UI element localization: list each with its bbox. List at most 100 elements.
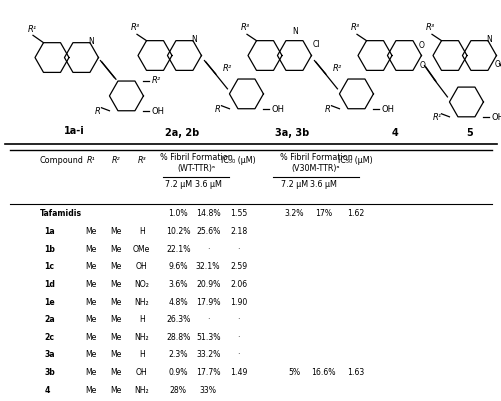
- Text: 14.8%: 14.8%: [195, 209, 220, 219]
- Text: 4: 4: [391, 128, 397, 138]
- Text: 0.9%: 0.9%: [168, 368, 187, 377]
- Text: Tafamidis: Tafamidis: [40, 209, 82, 219]
- Text: 20.9%: 20.9%: [195, 280, 220, 289]
- Text: R³: R³: [424, 23, 434, 32]
- Text: 5%: 5%: [288, 368, 300, 377]
- Text: R²: R²: [332, 64, 341, 73]
- Text: 1.62: 1.62: [346, 209, 363, 219]
- Text: IC₅₀ (μM): IC₅₀ (μM): [337, 156, 372, 165]
- Text: OH: OH: [271, 105, 284, 113]
- Text: 3b: 3b: [44, 368, 55, 377]
- Text: R³: R³: [350, 23, 359, 32]
- Text: Me: Me: [85, 368, 97, 377]
- Text: R³: R³: [137, 156, 146, 165]
- Text: NH₂: NH₂: [134, 386, 149, 395]
- Text: 1.55: 1.55: [229, 209, 247, 219]
- Text: O: O: [417, 41, 423, 51]
- Text: ·: ·: [237, 350, 239, 359]
- Text: Me: Me: [85, 298, 97, 306]
- Text: ·: ·: [206, 245, 209, 254]
- Text: 17.7%: 17.7%: [195, 368, 220, 377]
- Text: R¹: R¹: [87, 156, 95, 165]
- Text: 1.0%: 1.0%: [168, 209, 188, 219]
- Text: OH: OH: [381, 105, 394, 113]
- Text: % Fibril Formation: % Fibril Formation: [279, 153, 352, 162]
- Text: R²: R²: [111, 156, 120, 165]
- Text: 1a: 1a: [44, 227, 55, 236]
- Text: NO₂: NO₂: [134, 280, 149, 289]
- Text: 2.3%: 2.3%: [168, 350, 187, 359]
- Text: Me: Me: [110, 245, 121, 254]
- Text: Me: Me: [85, 333, 97, 342]
- Text: 1.63: 1.63: [346, 368, 363, 377]
- Text: 2.18: 2.18: [229, 227, 247, 236]
- Text: 28.8%: 28.8%: [166, 333, 190, 342]
- Text: 1d: 1d: [44, 280, 55, 289]
- Text: N: N: [88, 37, 94, 46]
- Text: R³: R³: [240, 23, 249, 32]
- Text: R¹: R¹: [432, 113, 441, 122]
- Text: 9.6%: 9.6%: [168, 262, 187, 271]
- Text: Me: Me: [110, 333, 121, 342]
- Text: R³: R³: [130, 23, 139, 32]
- Text: OH: OH: [151, 107, 164, 115]
- Text: 16.6%: 16.6%: [311, 368, 335, 377]
- Text: 17.9%: 17.9%: [195, 298, 220, 306]
- Text: 3a, 3b: 3a, 3b: [274, 128, 308, 138]
- Text: 3a: 3a: [44, 350, 55, 359]
- Text: (V30M-TTR)ᵃ: (V30M-TTR)ᵃ: [291, 164, 340, 173]
- Text: 22.1%: 22.1%: [166, 245, 190, 254]
- Text: R: R: [214, 105, 220, 113]
- Text: Cl: Cl: [312, 41, 319, 49]
- Text: R: R: [94, 107, 100, 115]
- Text: N: N: [292, 27, 298, 36]
- Text: Me: Me: [110, 368, 121, 377]
- Text: 1a-i: 1a-i: [64, 126, 85, 136]
- Text: 1c: 1c: [44, 262, 54, 271]
- Text: 33%: 33%: [199, 386, 216, 395]
- Text: ·: ·: [237, 333, 239, 342]
- Text: H: H: [139, 350, 144, 359]
- Text: 1b: 1b: [44, 245, 55, 254]
- Text: 7.2 μM: 7.2 μM: [280, 180, 307, 189]
- Text: O: O: [418, 61, 424, 70]
- Text: OH: OH: [136, 368, 147, 377]
- Text: Me: Me: [85, 245, 97, 254]
- Text: 5: 5: [465, 128, 472, 138]
- Text: 1e: 1e: [44, 298, 55, 306]
- Text: 4: 4: [44, 386, 50, 395]
- Text: Me: Me: [110, 227, 121, 236]
- Text: 2.06: 2.06: [229, 280, 247, 289]
- Text: Me: Me: [85, 280, 97, 289]
- Text: ·: ·: [206, 315, 209, 324]
- Text: 4.8%: 4.8%: [168, 298, 188, 306]
- Text: Me: Me: [110, 350, 121, 359]
- Text: R¹: R¹: [28, 25, 37, 34]
- Text: 3.6 μM: 3.6 μM: [194, 180, 221, 189]
- Text: Me: Me: [85, 350, 97, 359]
- Text: H: H: [139, 227, 144, 236]
- Text: NH₂: NH₂: [134, 298, 149, 306]
- Text: Me: Me: [85, 227, 97, 236]
- Text: % Fibril Formation: % Fibril Formation: [160, 153, 232, 162]
- Text: N: N: [191, 35, 196, 44]
- Text: Me: Me: [110, 262, 121, 271]
- Text: Me: Me: [110, 280, 121, 289]
- Text: NH₂: NH₂: [134, 333, 149, 342]
- Text: (WT-TTR)ᵃ: (WT-TTR)ᵃ: [177, 164, 215, 173]
- Text: OH: OH: [136, 262, 147, 271]
- Text: 17%: 17%: [315, 209, 332, 219]
- Text: 2.59: 2.59: [229, 262, 247, 271]
- Text: 3.6 μM: 3.6 μM: [310, 180, 337, 189]
- Text: 3.6%: 3.6%: [168, 280, 187, 289]
- Text: 2a, 2b: 2a, 2b: [164, 128, 198, 138]
- Text: ·: ·: [237, 315, 239, 324]
- Text: Compound: Compound: [40, 156, 83, 165]
- Text: Me: Me: [85, 386, 97, 395]
- Text: 2a: 2a: [44, 315, 55, 324]
- Text: 2c: 2c: [44, 333, 54, 342]
- Text: Me: Me: [110, 315, 121, 324]
- Text: OMe: OMe: [133, 245, 150, 254]
- Text: Me: Me: [110, 298, 121, 306]
- Text: N: N: [485, 35, 491, 44]
